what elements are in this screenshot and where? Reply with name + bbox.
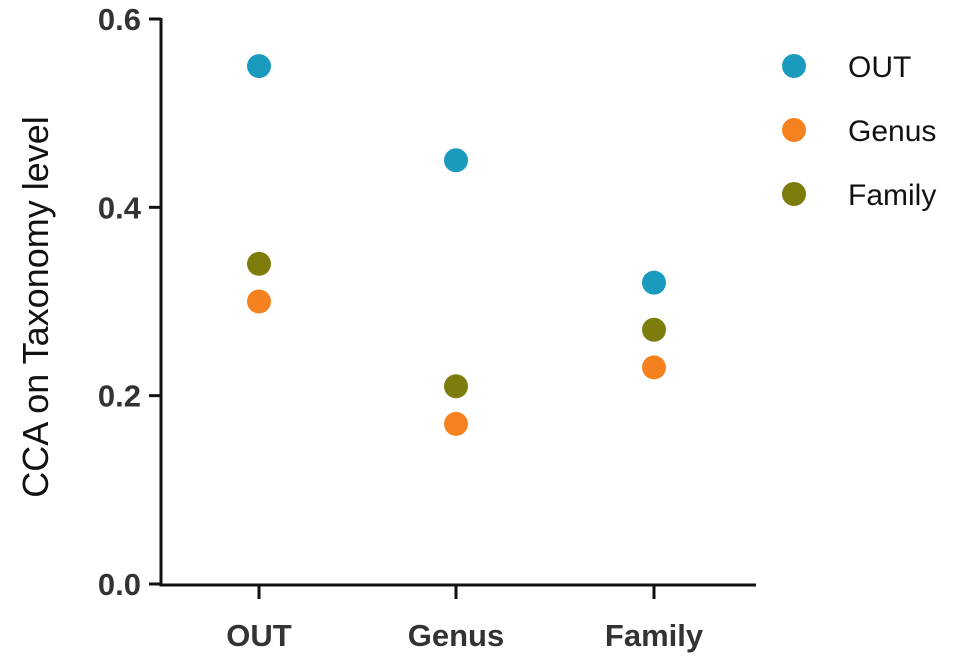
y-tick-label: 0.2 [98,379,141,414]
legend-marker [782,54,806,78]
legend-label: Family [848,179,936,212]
data-point-family-out [247,251,271,276]
y-tick-label: 0.4 [98,190,142,225]
legend-marker [782,118,806,142]
legend: OUT Genus Family [782,51,936,212]
data-point-genus-family [642,355,666,380]
x-axis: OUT Genus Family [159,583,756,653]
y-axis-title: CCA on Taxonomy level [15,116,56,498]
data-point-family-family [642,317,666,342]
x-tick-label: Genus [408,618,504,653]
data-point-out-out [247,54,271,79]
data-point-genus-genus [444,411,468,436]
legend-label: OUT [848,51,911,84]
data-points [247,54,666,436]
data-point-genus-out [247,289,271,314]
data-point-out-family [642,270,666,295]
y-axis: 0.0 0.2 0.4 0.6 [98,2,163,602]
legend-label: Genus [848,115,936,148]
x-tick-label: OUT [226,618,292,653]
legend-marker [782,182,806,206]
y-tick-label: 0.0 [98,567,141,602]
data-point-out-genus [444,148,468,173]
x-tick-label: Family [605,618,704,653]
y-tick-label: 0.6 [98,2,141,37]
data-point-family-genus [444,374,468,399]
